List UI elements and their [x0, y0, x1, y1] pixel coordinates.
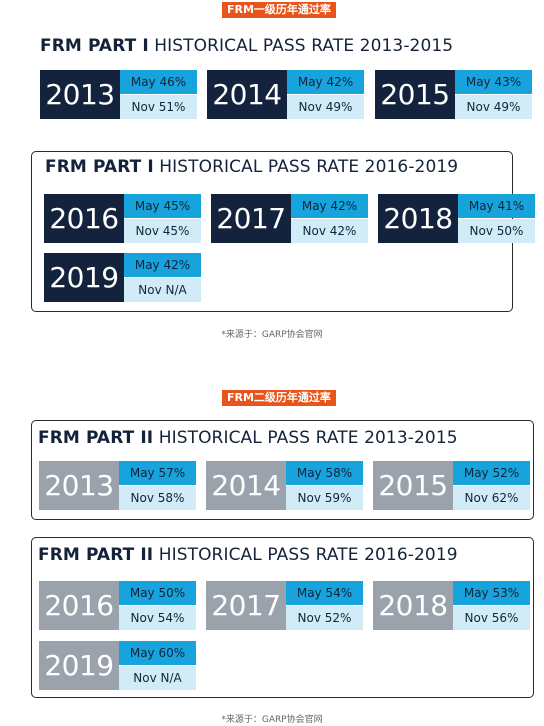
- may-rate: May 58%: [286, 461, 363, 485]
- may-rate: May 46%: [120, 70, 197, 94]
- part1-panel-2013-2015: FRM PART I HISTORICAL PASS RATE 2013-201…: [32, 30, 532, 130]
- panel-title: FRM PART II HISTORICAL PASS RATE 2016-20…: [38, 545, 458, 565]
- nov-rate: Nov 42%: [291, 219, 368, 243]
- may-rate: May 50%: [119, 581, 196, 605]
- year-label: 2016: [44, 194, 124, 243]
- year-label: 2018: [378, 194, 458, 243]
- nov-rate: Nov 59%: [286, 486, 363, 510]
- pass-rate-card: 2013 May 46% Nov 51%: [40, 70, 197, 119]
- part2-panel-2013-2015: FRM PART II HISTORICAL PASS RATE 2013-20…: [31, 420, 534, 520]
- part1-panel-2016-2019: FRM PART I HISTORICAL PASS RATE 2016-201…: [31, 151, 535, 312]
- nov-rate: Nov 49%: [287, 95, 364, 119]
- may-rate: May 42%: [291, 194, 368, 218]
- year-label: 2015: [375, 70, 455, 119]
- pass-rate-card: 2016 May 45% Nov 45%: [44, 194, 201, 243]
- may-rate: May 52%: [453, 461, 530, 485]
- may-rate: May 60%: [119, 641, 196, 665]
- year-label: 2016: [39, 581, 119, 630]
- pass-rate-card: 2013 May 57% Nov 58%: [39, 461, 196, 510]
- pass-rate-card: 2018 May 41% Nov 50%: [378, 194, 535, 243]
- year-label: 2017: [211, 194, 291, 243]
- may-rate: May 57%: [119, 461, 196, 485]
- part1-tag: FRM一级历年通过率: [222, 2, 336, 18]
- nov-rate: Nov N/A: [119, 666, 196, 690]
- may-rate: May 43%: [455, 70, 532, 94]
- pass-rate-card: 2017 May 54% Nov 52%: [206, 581, 363, 630]
- pass-rate-card: 2019 May 42% Nov N/A: [44, 253, 201, 302]
- year-label: 2014: [206, 461, 286, 510]
- pass-rate-card: 2014 May 58% Nov 59%: [206, 461, 363, 510]
- may-rate: May 42%: [287, 70, 364, 94]
- nov-rate: Nov 56%: [453, 606, 530, 630]
- pass-rate-card: 2014 May 42% Nov 49%: [207, 70, 364, 119]
- nov-rate: Nov 49%: [455, 95, 532, 119]
- nov-rate: Nov 45%: [124, 219, 201, 243]
- year-label: 2014: [207, 70, 287, 119]
- year-label: 2015: [373, 461, 453, 510]
- year-label: 2013: [40, 70, 120, 119]
- pass-rate-card: 2018 May 53% Nov 56%: [373, 581, 530, 630]
- nov-rate: Nov 52%: [286, 606, 363, 630]
- may-rate: May 53%: [453, 581, 530, 605]
- pass-rate-card: 2016 May 50% Nov 54%: [39, 581, 196, 630]
- pass-rate-card: 2017 May 42% Nov 42%: [211, 194, 368, 243]
- year-label: 2019: [39, 641, 119, 690]
- part2-panel-2016-2019: FRM PART II HISTORICAL PASS RATE 2016-20…: [31, 537, 534, 698]
- year-label: 2018: [373, 581, 453, 630]
- year-label: 2017: [206, 581, 286, 630]
- nov-rate: Nov 51%: [120, 95, 197, 119]
- may-rate: May 41%: [458, 194, 535, 218]
- panel-title: FRM PART I HISTORICAL PASS RATE 2013-201…: [40, 36, 454, 56]
- nov-rate: Nov 62%: [453, 486, 530, 510]
- nov-rate: Nov 50%: [458, 219, 535, 243]
- pass-rate-card: 2019 May 60% Nov N/A: [39, 641, 196, 690]
- year-label: 2019: [44, 253, 124, 302]
- pass-rate-card: 2015 May 43% Nov 49%: [375, 70, 532, 119]
- nov-rate: Nov 58%: [119, 486, 196, 510]
- year-label: 2013: [39, 461, 119, 510]
- may-rate: May 42%: [124, 253, 201, 277]
- panel-title: FRM PART I HISTORICAL PASS RATE 2016-201…: [45, 157, 459, 177]
- may-rate: May 45%: [124, 194, 201, 218]
- source-note: *来源于：GARP协会官网: [221, 330, 323, 340]
- part2-tag: FRM二级历年通过率: [222, 390, 336, 406]
- may-rate: May 54%: [286, 581, 363, 605]
- pass-rate-card: 2015 May 52% Nov 62%: [373, 461, 530, 510]
- nov-rate: Nov N/A: [124, 278, 201, 302]
- nov-rate: Nov 54%: [119, 606, 196, 630]
- source-note: *来源于：GARP协会官网: [221, 715, 323, 725]
- panel-title: FRM PART II HISTORICAL PASS RATE 2013-20…: [38, 428, 458, 448]
